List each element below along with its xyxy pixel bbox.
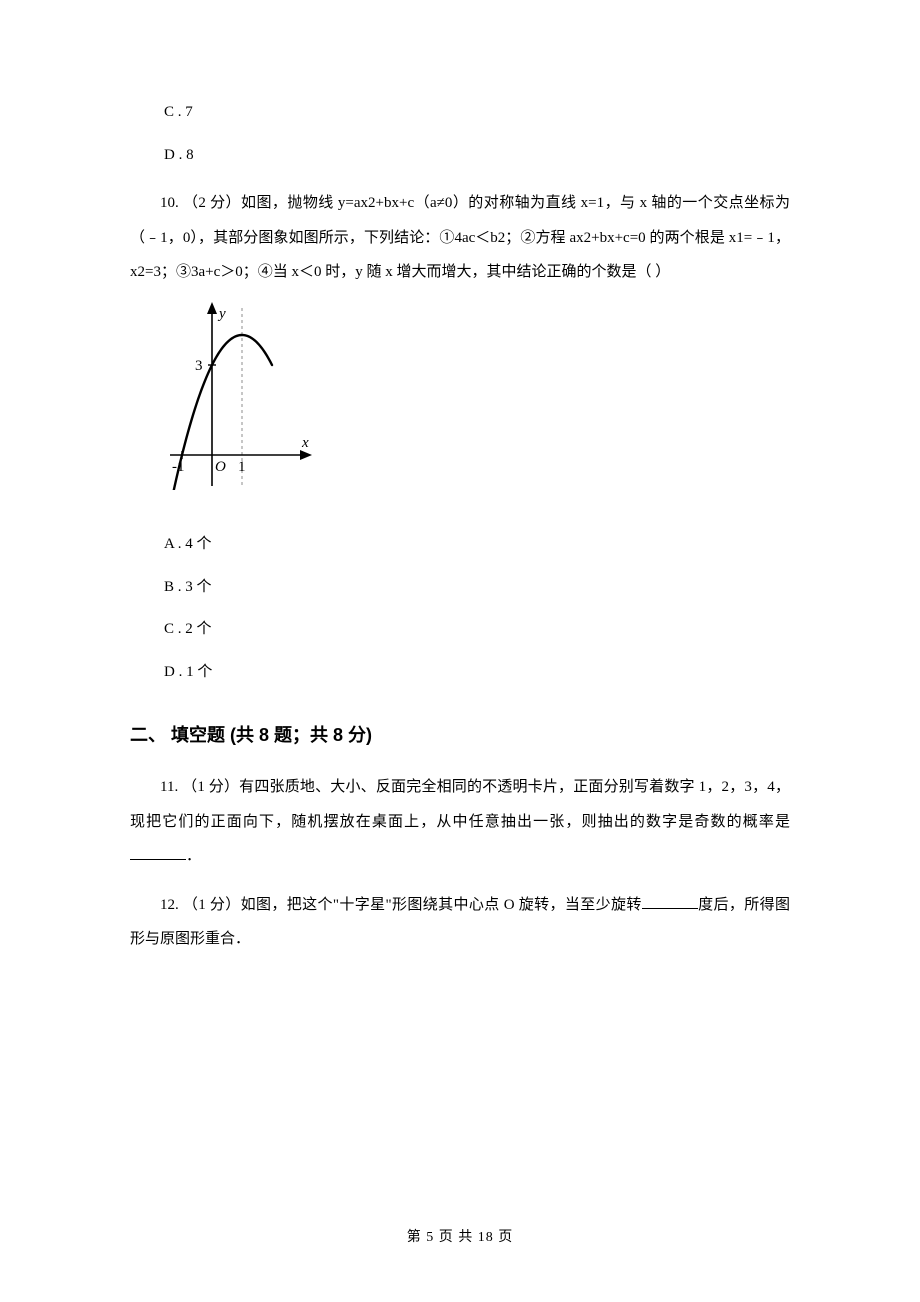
svg-text:1: 1 [238,459,246,475]
q11-stem: 11. （1 分）有四张质地、大小、反面完全相同的不透明卡片，正面分别写着数字 … [130,770,790,874]
q10-chart: x y 3 -1 O1 [130,300,790,504]
q11-text-post: ． [186,848,201,864]
q10-option-c: C . 2 个 [130,612,790,647]
page-footer: 第 5 页 共 18 页 [0,1222,920,1254]
section-2-heading: 二、 填空题 (共 8 题；共 8 分) [130,715,790,756]
page: C . 7 D . 8 10. （2 分）如图，抛物线 y=ax2+bx+c（a… [0,0,920,1302]
q12-stem: 12. （1 分）如图，把这个"十字星"形图绕其中心点 O 旋转，当至少旋转度后… [130,888,790,957]
svg-text:-1: -1 [172,459,185,475]
q10-option-b: B . 3 个 [130,570,790,605]
q10-option-a: A . 4 个 [130,527,790,562]
svg-text:O: O [215,459,226,475]
q11-blank [130,844,186,860]
q9-option-d: D . 8 [130,138,790,173]
q10-option-d: D . 1 个 [130,655,790,690]
q12-text-pre: 12. （1 分）如图，把这个"十字星"形图绕其中心点 O 旋转，当至少旋转 [160,897,642,913]
q10-stem: 10. （2 分）如图，抛物线 y=ax2+bx+c（a≠0）的对称轴为直线 x… [130,186,790,290]
parabola-chart-svg: x y 3 -1 O1 [164,300,314,490]
svg-text:x: x [301,435,309,451]
svg-text:y: y [217,306,226,322]
svg-text:3: 3 [195,358,203,374]
q12-blank [642,893,698,909]
q9-option-c: C . 7 [130,95,790,130]
q11-text-pre: 11. （1 分）有四张质地、大小、反面完全相同的不透明卡片，正面分别写着数字 … [130,779,790,830]
